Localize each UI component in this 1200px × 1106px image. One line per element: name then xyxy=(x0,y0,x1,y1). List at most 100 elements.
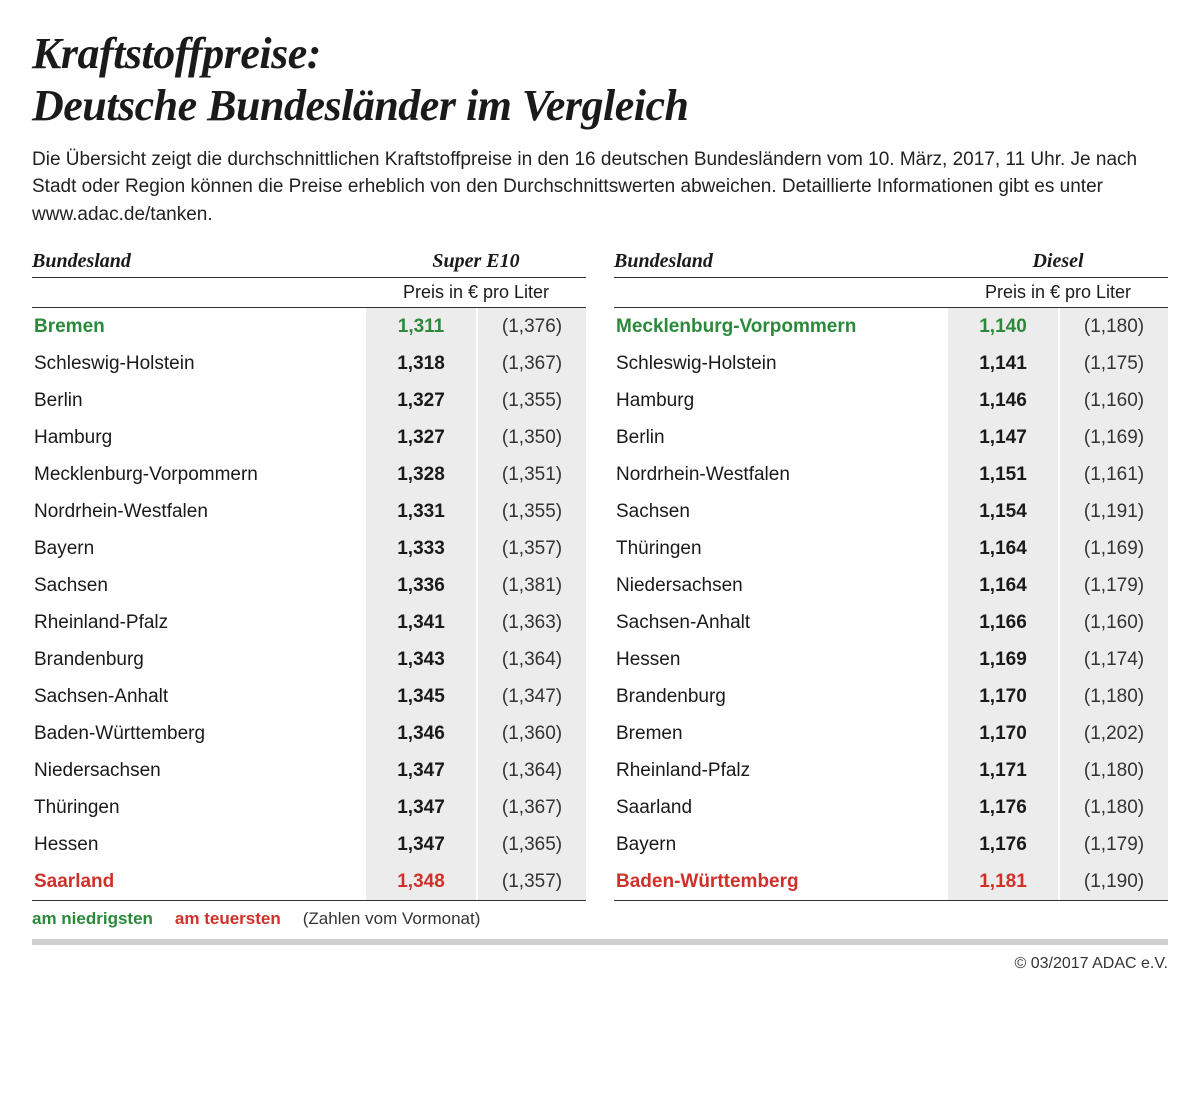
cell-price: 1,154 xyxy=(948,493,1058,530)
cell-state: Niedersachsen xyxy=(32,761,366,780)
footer-rule xyxy=(32,939,1168,945)
table-row: Mecklenburg-Vorpommern1,140(1,180) xyxy=(614,308,1168,345)
table-row: Niedersachsen1,347(1,364) xyxy=(32,752,586,789)
cell-prev: (1,357) xyxy=(478,863,586,900)
cell-price: 1,140 xyxy=(948,308,1058,345)
table-row: Nordrhein-Westfalen1,331(1,355) xyxy=(32,493,586,530)
cell-prev: (1,180) xyxy=(1060,752,1168,789)
table-row: Niedersachsen1,164(1,179) xyxy=(614,567,1168,604)
cell-state: Nordrhein-Westfalen xyxy=(32,502,366,521)
cell-state: Rheinland-Pfalz xyxy=(614,761,948,780)
cell-state: Mecklenburg-Vorpommern xyxy=(614,317,948,336)
price-unit-label: Preis in € pro Liter xyxy=(948,282,1168,303)
cell-price: 1,147 xyxy=(948,419,1058,456)
cell-price: 1,311 xyxy=(366,308,476,345)
cell-prev: (1,367) xyxy=(478,789,586,826)
cell-prev: (1,350) xyxy=(478,419,586,456)
cell-prev: (1,381) xyxy=(478,567,586,604)
cell-price: 1,171 xyxy=(948,752,1058,789)
cell-price: 1,169 xyxy=(948,641,1058,678)
cell-state: Bayern xyxy=(32,539,366,558)
cell-prev: (1,179) xyxy=(1060,567,1168,604)
cell-state: Sachsen xyxy=(32,576,366,595)
table-row: Schleswig-Holstein1,141(1,175) xyxy=(614,345,1168,382)
cell-prev: (1,174) xyxy=(1060,641,1168,678)
cell-state: Sachsen xyxy=(614,502,948,521)
cell-state: Bremen xyxy=(32,317,366,336)
table-row: Brandenburg1,170(1,180) xyxy=(614,678,1168,715)
cell-state: Rheinland-Pfalz xyxy=(32,613,366,632)
title-line-1: Kraftstoffpreise: xyxy=(32,29,321,78)
title-line-2: Deutsche Bundesländer im Vergleich xyxy=(32,81,689,130)
cell-state: Sachsen-Anhalt xyxy=(614,613,948,632)
table-header: BundeslandSuper E10 xyxy=(32,250,586,278)
cell-price: 1,347 xyxy=(366,752,476,789)
cell-price: 1,341 xyxy=(366,604,476,641)
cell-price: 1,345 xyxy=(366,678,476,715)
cell-state: Hamburg xyxy=(32,428,366,447)
cell-state: Hessen xyxy=(32,835,366,854)
cell-price: 1,343 xyxy=(366,641,476,678)
table-row: Thüringen1,164(1,169) xyxy=(614,530,1168,567)
table-header: BundeslandDiesel xyxy=(614,250,1168,278)
cell-state: Thüringen xyxy=(614,539,948,558)
cell-state: Baden-Württemberg xyxy=(614,872,948,891)
cell-state: Baden-Württemberg xyxy=(32,724,366,743)
cell-price: 1,347 xyxy=(366,826,476,863)
table-subheader: Preis in € pro Liter xyxy=(614,282,1168,308)
table-row: Berlin1,327(1,355) xyxy=(32,382,586,419)
cell-prev: (1,202) xyxy=(1060,715,1168,752)
legend-low: am niedrigsten xyxy=(32,909,153,929)
table-row: Nordrhein-Westfalen1,151(1,161) xyxy=(614,456,1168,493)
cell-price: 1,331 xyxy=(366,493,476,530)
table-row: Mecklenburg-Vorpommern1,328(1,351) xyxy=(32,456,586,493)
cell-prev: (1,357) xyxy=(478,530,586,567)
cell-state: Bremen xyxy=(614,724,948,743)
cell-state: Saarland xyxy=(32,872,366,891)
cell-prev: (1,365) xyxy=(478,826,586,863)
cell-prev: (1,364) xyxy=(478,641,586,678)
cell-price: 1,151 xyxy=(948,456,1058,493)
cell-price: 1,327 xyxy=(366,419,476,456)
table-row: Schleswig-Holstein1,318(1,367) xyxy=(32,345,586,382)
table-row: Berlin1,147(1,169) xyxy=(614,419,1168,456)
cell-prev: (1,376) xyxy=(478,308,586,345)
cell-prev: (1,180) xyxy=(1060,678,1168,715)
cell-state: Hessen xyxy=(614,650,948,669)
cell-prev: (1,190) xyxy=(1060,863,1168,900)
cell-prev: (1,355) xyxy=(478,493,586,530)
table-row: Sachsen-Anhalt1,166(1,160) xyxy=(614,604,1168,641)
table-row: Thüringen1,347(1,367) xyxy=(32,789,586,826)
cell-state: Hamburg xyxy=(614,391,948,410)
table-body: Bremen1,311(1,376)Schleswig-Holstein1,31… xyxy=(32,308,586,901)
table-row: Baden-Württemberg1,346(1,360) xyxy=(32,715,586,752)
col-header-fuel: Super E10 xyxy=(366,250,586,273)
cell-price: 1,176 xyxy=(948,789,1058,826)
cell-price: 1,328 xyxy=(366,456,476,493)
table-row: Rheinland-Pfalz1,341(1,363) xyxy=(32,604,586,641)
cell-price: 1,347 xyxy=(366,789,476,826)
subtitle-text: Die Übersicht zeigt die durchschnittlich… xyxy=(32,146,1168,229)
cell-prev: (1,161) xyxy=(1060,456,1168,493)
copyright: © 03/2017 ADAC e.V. xyxy=(32,955,1168,973)
cell-prev: (1,175) xyxy=(1060,345,1168,382)
table-row: Sachsen-Anhalt1,345(1,347) xyxy=(32,678,586,715)
cell-price: 1,318 xyxy=(366,345,476,382)
legend-note: (Zahlen vom Vormonat) xyxy=(303,909,481,929)
cell-prev: (1,367) xyxy=(478,345,586,382)
price-table: BundeslandSuper E10Preis in € pro LiterB… xyxy=(32,250,586,901)
table-row: Bremen1,311(1,376) xyxy=(32,308,586,345)
cell-prev: (1,180) xyxy=(1060,789,1168,826)
cell-price: 1,336 xyxy=(366,567,476,604)
cell-price: 1,333 xyxy=(366,530,476,567)
cell-price: 1,327 xyxy=(366,382,476,419)
cell-price: 1,170 xyxy=(948,678,1058,715)
table-row: Saarland1,176(1,180) xyxy=(614,789,1168,826)
cell-prev: (1,179) xyxy=(1060,826,1168,863)
table-row: Sachsen1,154(1,191) xyxy=(614,493,1168,530)
cell-state: Brandenburg xyxy=(614,687,948,706)
cell-prev: (1,347) xyxy=(478,678,586,715)
cell-state: Brandenburg xyxy=(32,650,366,669)
col-header-state: Bundesland xyxy=(614,250,948,273)
cell-prev: (1,169) xyxy=(1060,530,1168,567)
